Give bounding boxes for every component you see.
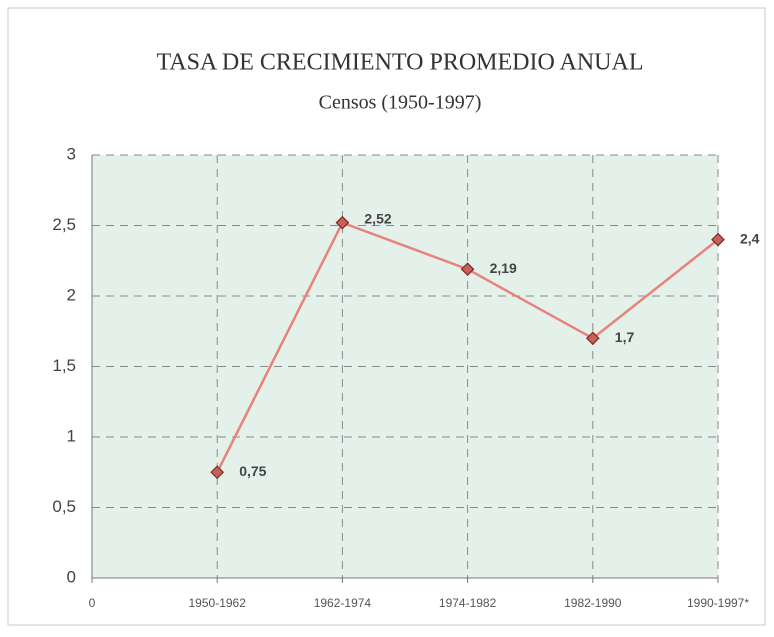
x-tick-label: 1962-1974 (314, 596, 372, 610)
y-tick-label: 1,5 (52, 356, 76, 375)
data-label: 1,7 (615, 329, 635, 345)
y-tick-label: 0 (67, 567, 76, 586)
data-label: 0,75 (239, 463, 266, 479)
x-tick-label: 1974-1982 (439, 596, 497, 610)
y-tick-label: 2 (67, 285, 76, 304)
data-label: 2,52 (364, 210, 391, 226)
y-tick-label: 1 (67, 426, 76, 445)
data-point (335, 215, 350, 230)
y-tick-label: 0,5 (52, 497, 76, 516)
y-tick-label: 2,5 (52, 215, 76, 234)
y-tick-label: 3 (67, 144, 76, 163)
data-point (585, 331, 600, 346)
data-point (460, 262, 475, 277)
x-tick-label: 0 (89, 596, 96, 610)
data-point (711, 232, 725, 247)
data-label: 2,4 (740, 230, 760, 246)
x-tick-label: 1950-1962 (189, 596, 247, 610)
x-tick-label: 1982-1990 (564, 596, 622, 610)
x-tick-label: 1990-1997* (687, 596, 749, 610)
chart-subtitle: Censos (1950-1997) (319, 92, 482, 114)
data-point (210, 465, 225, 480)
chart-title: TASA DE CRECIMIENTO PROMEDIO ANUAL (157, 50, 644, 76)
data-label: 2,19 (490, 260, 517, 276)
